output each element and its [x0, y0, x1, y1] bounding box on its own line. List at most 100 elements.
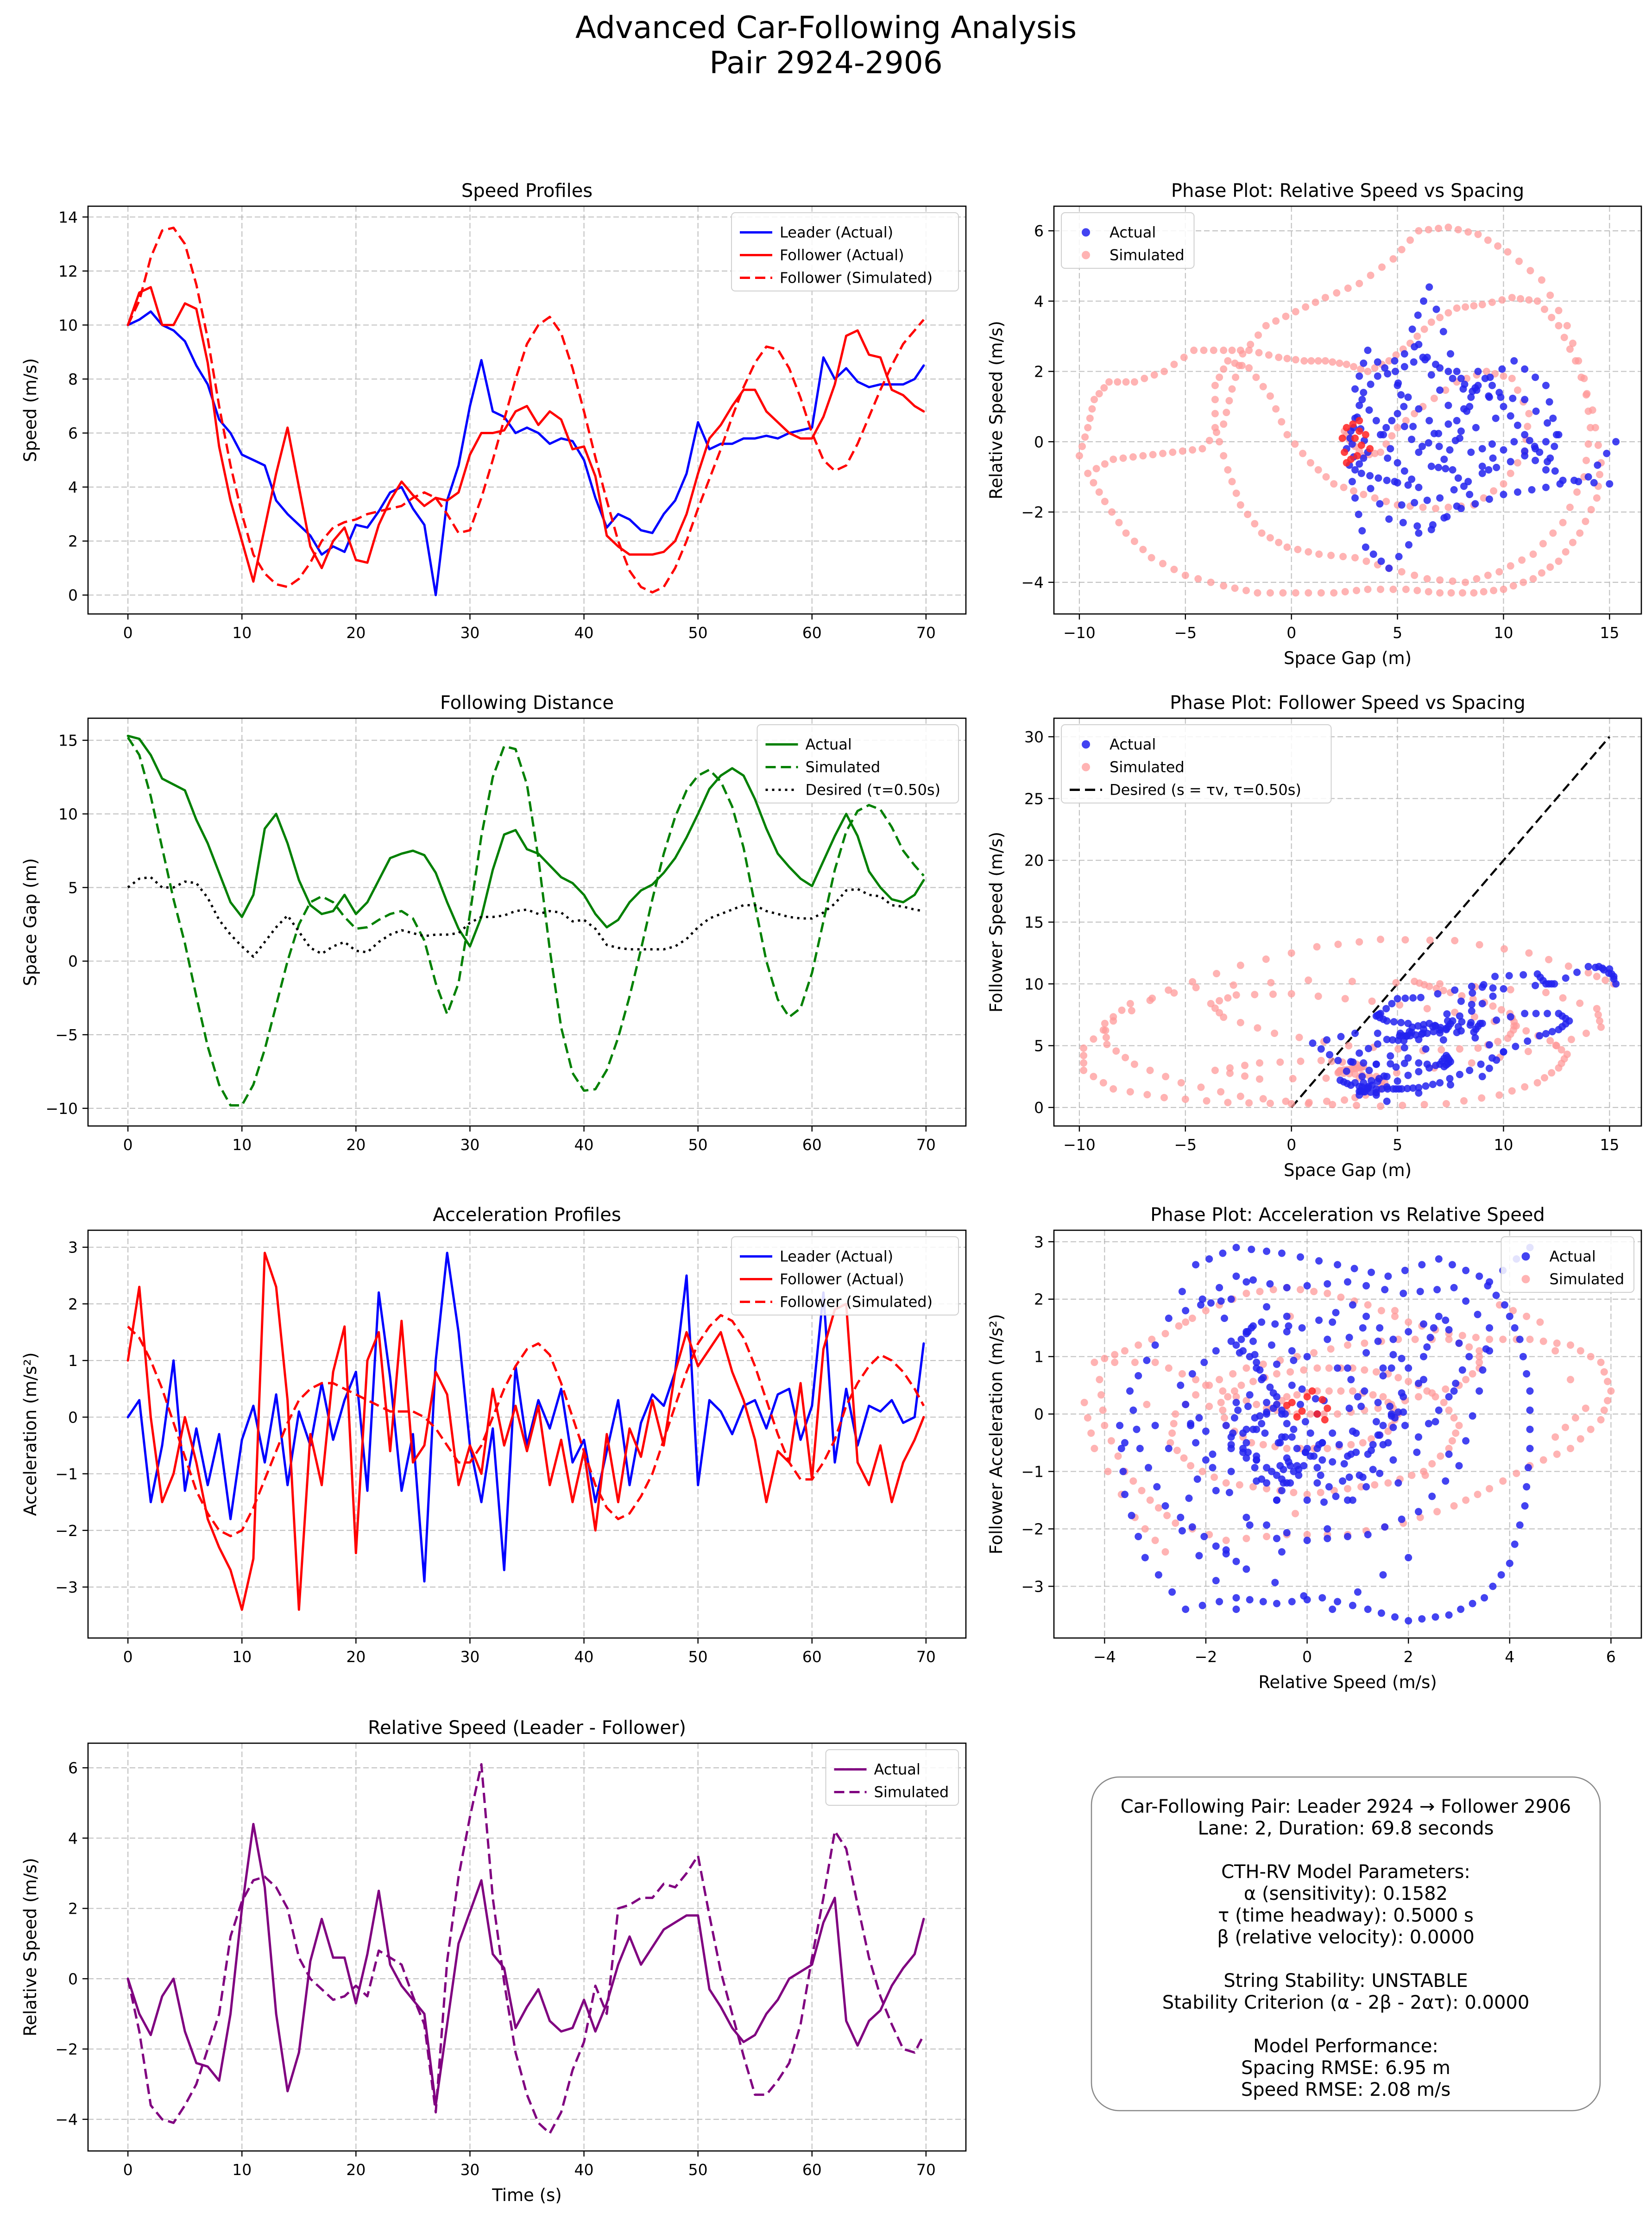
scatter-point-0 [1387, 1060, 1394, 1068]
scatter-point-0 [1466, 1021, 1474, 1029]
scatter-point-0 [1197, 1301, 1204, 1309]
scatter-point-0 [1488, 440, 1496, 448]
scatter-point-1 [1546, 563, 1554, 571]
scatter-point-0 [1236, 1349, 1243, 1357]
scatter-point-1 [1500, 585, 1507, 593]
scatter-point-1 [1350, 487, 1357, 495]
scatter-point-1 [1334, 941, 1342, 948]
scatter-point-1 [1361, 1366, 1368, 1374]
legend-label: Desired (s = τv, τ=0.50s) [1110, 781, 1301, 799]
scatter-point-1 [1468, 1059, 1475, 1067]
x-tick-label: 40 [574, 624, 594, 642]
scatter-point-1 [1497, 1006, 1505, 1014]
scatter-point-0 [1584, 963, 1592, 970]
scatter-point-1 [1292, 356, 1299, 364]
scatter-point-1 [1557, 1046, 1565, 1054]
scatter-point-0 [1165, 1445, 1173, 1452]
scatter-point-0 [1393, 459, 1401, 467]
scatter-point-1 [1597, 1416, 1605, 1423]
scatter-point-0 [1425, 1019, 1433, 1027]
scatter-point-1 [1269, 990, 1277, 998]
scatter-point-0 [1143, 1356, 1151, 1364]
scatter-point-0 [1318, 1456, 1326, 1464]
scatter-point-0 [1427, 525, 1435, 533]
scatter-point-1 [1219, 1387, 1227, 1395]
scatter-point-1 [1151, 1537, 1159, 1544]
scatter-point-0 [1182, 1401, 1190, 1408]
scatter-point-1 [1300, 1366, 1308, 1374]
scatter-point-0 [1185, 1494, 1193, 1502]
scatter-point-1 [1444, 309, 1452, 317]
scatter-point-1 [1252, 373, 1260, 381]
y-tick-label: 12 [58, 262, 78, 280]
scatter-point-1 [1490, 487, 1498, 495]
legend-frame [1501, 1236, 1634, 1293]
y-axis-label: Relative Speed (m/s) [986, 321, 1006, 499]
scatter-point-1 [1226, 1069, 1234, 1077]
scatter-point-0 [1177, 1513, 1185, 1521]
scatter-point-1 [1190, 347, 1198, 354]
scatter-point-0 [1447, 350, 1454, 358]
scatter-point-0 [1303, 1353, 1311, 1360]
desired-line [1290, 736, 1611, 1108]
y-axis-label: Space Gap (m) [20, 858, 40, 986]
scatter-point-1 [1494, 242, 1502, 250]
legend: Actual Simulated [1061, 212, 1195, 269]
scatter-point-0 [1313, 1464, 1321, 1472]
x-tick-label: 40 [574, 2161, 594, 2179]
info-line: Model Performance: [1253, 2036, 1438, 2057]
scatter-point-0 [1432, 1022, 1439, 1030]
scatter-point-0 [1374, 372, 1381, 380]
scatter-point-1 [1458, 1332, 1466, 1340]
scatter-point-0 [1521, 396, 1529, 404]
scatter-point-1 [1357, 365, 1365, 373]
scatter-point-1 [1283, 543, 1291, 551]
scatter-point-0 [1202, 1456, 1210, 1464]
scatter-point-1 [1341, 995, 1349, 1003]
scatter-point-1 [1566, 345, 1574, 353]
scatter-point-0 [1532, 373, 1539, 381]
scatter-point-1 [1315, 550, 1323, 558]
scatter-point-0 [1356, 401, 1363, 409]
scatter-point-0 [1408, 1029, 1416, 1037]
scatter-point-0 [1454, 474, 1462, 482]
scatter-point-1 [1389, 255, 1397, 263]
scatter-point-1 [1484, 571, 1492, 579]
scatter-point-1 [1362, 557, 1370, 565]
scatter-point-1 [1211, 1067, 1219, 1074]
info-box-frame [1091, 1776, 1601, 2112]
scatter-point-0 [1356, 460, 1363, 468]
scatter-point-0 [1531, 443, 1539, 450]
y-tick-label: −1 [1021, 1463, 1044, 1481]
scatter-point-1 [1194, 575, 1202, 583]
scatter-point-0 [1248, 1246, 1255, 1253]
scatter-point-1 [1110, 1013, 1117, 1021]
info-line: β (relative velocity): 0.0000 [1217, 1927, 1475, 1948]
scatter-point-1 [1180, 1454, 1188, 1462]
scatter-point-0 [1486, 1324, 1494, 1332]
scatter-point-1 [1582, 1404, 1589, 1412]
scatter-point-0 [1404, 1071, 1412, 1079]
y-tick-label: 2 [68, 1295, 78, 1313]
scatter-point-1 [1486, 1485, 1494, 1493]
scatter-point-0 [1449, 374, 1457, 382]
scatter-point-1 [1265, 351, 1273, 359]
scatter-point-0 [1389, 1423, 1397, 1431]
scatter-point-0 [1216, 1284, 1223, 1291]
scatter-point-0 [1168, 1588, 1176, 1596]
x-tick-label: 70 [916, 1648, 936, 1666]
scatter-point-1 [1472, 1334, 1480, 1341]
scatter-point-0 [1488, 381, 1496, 389]
scatter-point-0 [1249, 1337, 1257, 1345]
scatter-point-1 [1555, 307, 1563, 315]
scatter-point-0 [1237, 1335, 1245, 1343]
scatter-point-1 [1211, 381, 1219, 389]
scatter-point-0 [1198, 1601, 1206, 1609]
scatter-point-1 [1256, 1059, 1263, 1067]
scatter-point-1 [1377, 585, 1384, 593]
scatter-point-1 [1172, 1519, 1179, 1527]
scatter-point-1 [1371, 364, 1379, 372]
scatter-point-1 [1231, 584, 1239, 592]
scatter-point-0 [1141, 1554, 1149, 1562]
scatter-point-1 [1548, 314, 1556, 322]
